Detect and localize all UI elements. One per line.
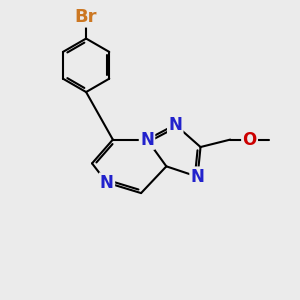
Text: N: N (190, 168, 205, 186)
Text: N: N (100, 174, 114, 192)
Text: N: N (140, 130, 154, 148)
Text: Br: Br (75, 8, 97, 26)
Text: N: N (168, 116, 182, 134)
Text: O: O (242, 130, 257, 148)
